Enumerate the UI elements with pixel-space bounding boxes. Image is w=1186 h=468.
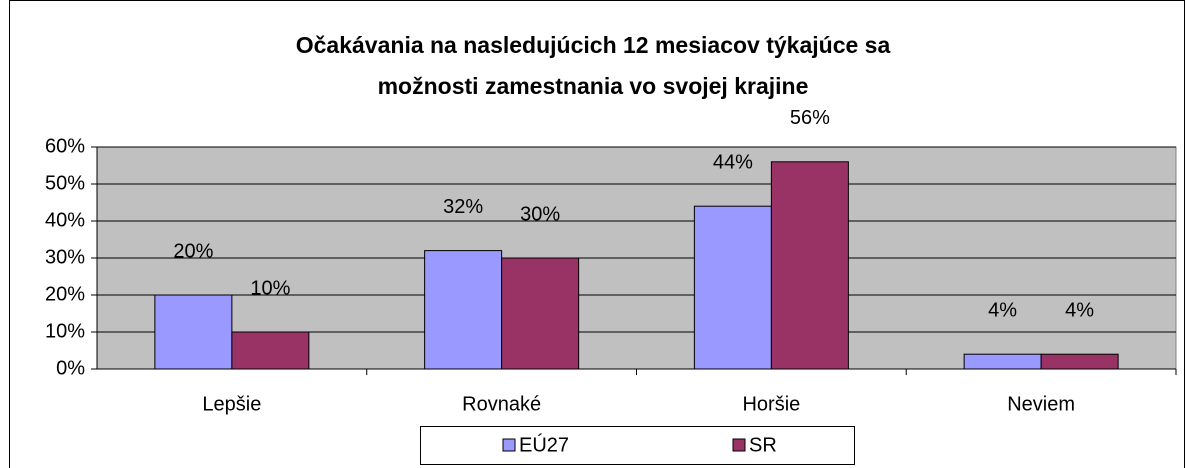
bar — [693, 205, 772, 370]
bar — [963, 353, 1042, 370]
legend-swatch — [502, 438, 516, 452]
chart-title: Očakávania na nasledujúcich 12 mesiacov … — [296, 32, 891, 58]
legend-swatch — [732, 438, 746, 452]
y-tick-label: 0% — [56, 357, 85, 379]
legend-label: EÚ27 — [519, 433, 569, 456]
bar — [501, 257, 580, 370]
data-label: 10% — [250, 277, 290, 299]
y-tick-label: 60% — [45, 135, 85, 157]
data-label: 4% — [988, 299, 1017, 321]
x-tick-label: Rovnaké — [462, 393, 541, 415]
y-tick-label: 20% — [45, 283, 85, 305]
legend-label: SR — [749, 434, 777, 456]
legend — [420, 426, 855, 465]
bar — [424, 250, 503, 370]
data-label: 20% — [173, 240, 213, 262]
y-tick-label: 30% — [45, 246, 85, 268]
x-tick-label: Lepšie — [202, 393, 261, 415]
bar — [770, 161, 849, 370]
chart-title: možnosti zamestnania vo svojej krajine — [378, 73, 809, 99]
bar — [1040, 353, 1119, 370]
y-tick-label: 40% — [45, 209, 85, 231]
data-label: 32% — [443, 196, 483, 218]
y-tick-label: 10% — [45, 320, 85, 342]
data-label: 30% — [520, 203, 560, 225]
bar — [154, 294, 233, 370]
x-tick-label: Horšie — [742, 393, 800, 415]
data-label: 4% — [1065, 299, 1094, 321]
y-tick-label: 50% — [45, 172, 85, 194]
x-tick-label: Neviem — [1007, 393, 1075, 415]
data-label: 44% — [713, 151, 753, 173]
data-label: 56% — [790, 107, 830, 129]
bar — [231, 331, 310, 370]
